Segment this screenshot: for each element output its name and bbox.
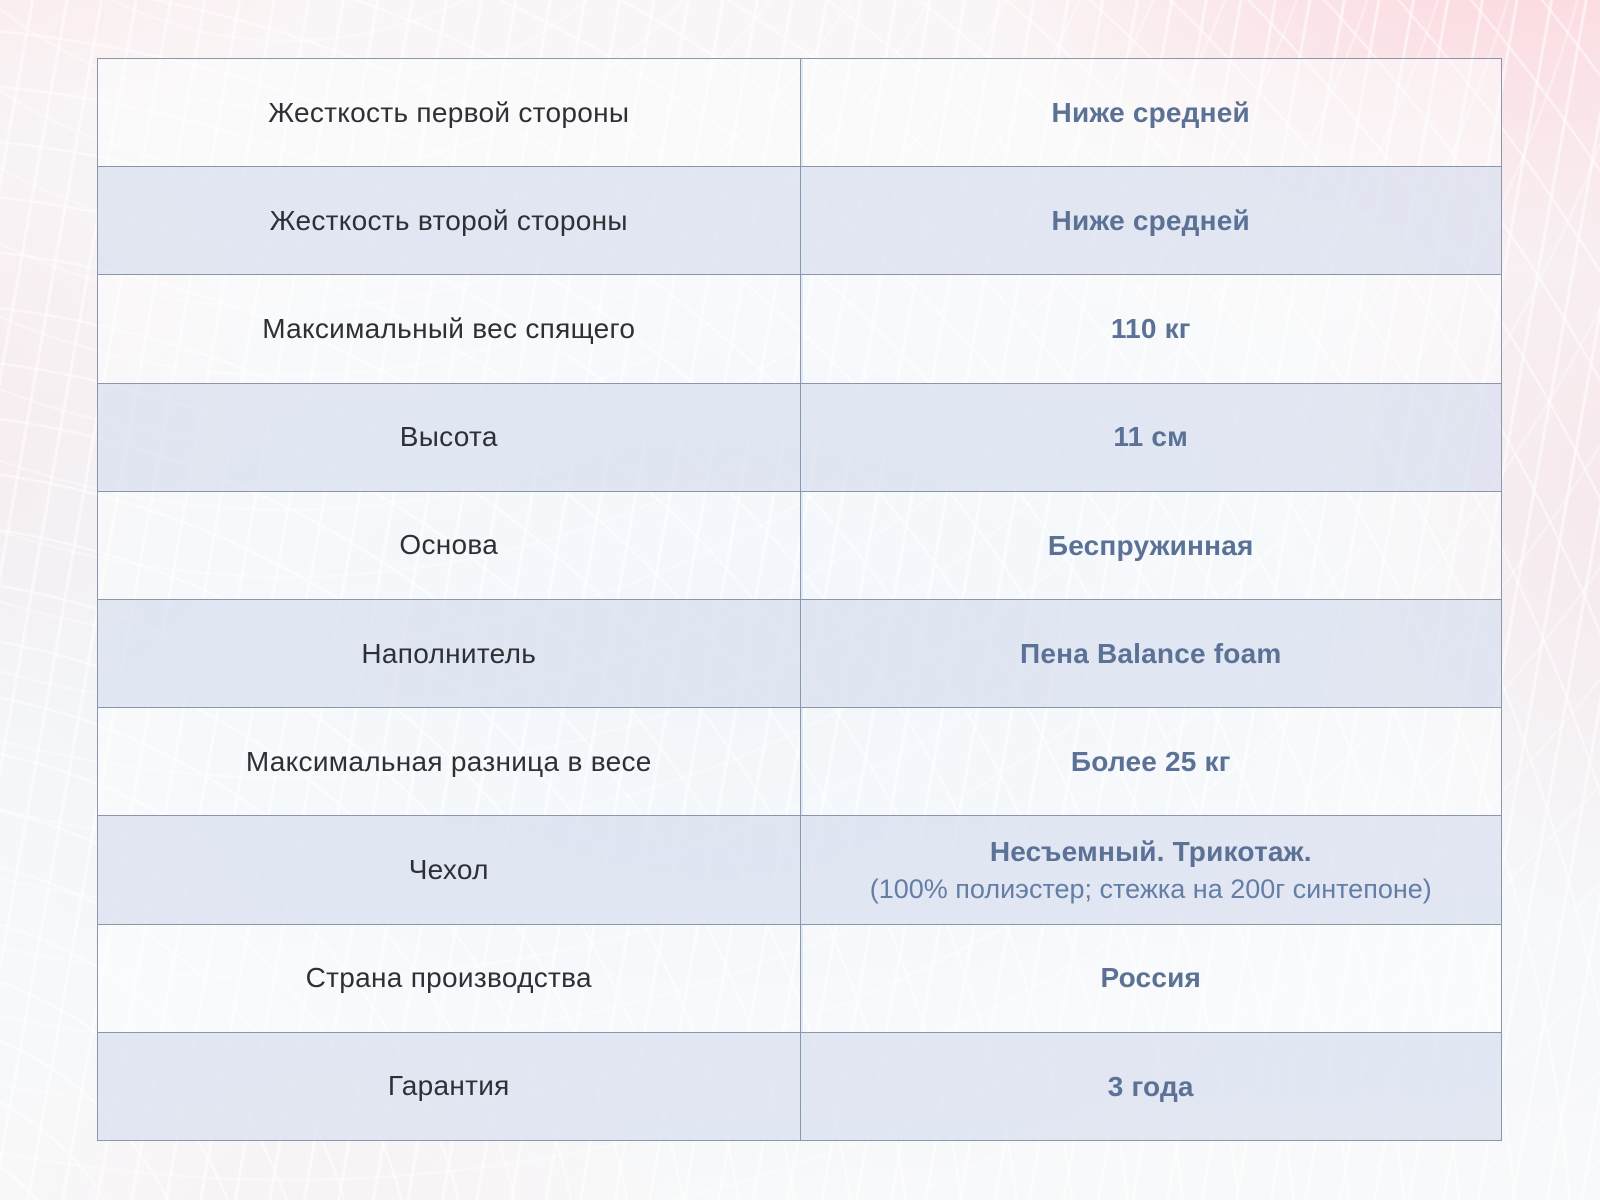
- spec-label-cell: Чехол: [98, 816, 800, 923]
- spec-value: 11 см: [1113, 421, 1189, 453]
- spec-value: Беспружинная: [1047, 529, 1254, 561]
- spec-value: Россия: [1100, 962, 1202, 994]
- spec-value: 3 года: [1107, 1070, 1194, 1102]
- spec-value: Ниже средней: [1051, 204, 1250, 236]
- spec-label: Чехол: [408, 854, 489, 886]
- spec-label-cell: Максимальный вес спящего: [98, 275, 800, 382]
- spec-label: Высота: [399, 421, 498, 453]
- table-row: Страна производства Россия: [98, 923, 1502, 1032]
- spec-value-cell: Более 25 кг: [799, 708, 1502, 816]
- table-row: Максимальная разница в весе Более 25 кг: [98, 707, 1502, 816]
- spec-value-cell: Беспружинная: [799, 491, 1502, 600]
- spec-value: 110 кг: [1110, 313, 1191, 345]
- spec-label: Основа: [399, 529, 499, 561]
- spec-label-cell: Жесткость первой стороны: [98, 59, 800, 166]
- spec-value-note: (100% полиэстер; стежка на 200г синтепон…: [869, 874, 1432, 905]
- spec-label-cell: Максимальная разница в весе: [98, 708, 800, 815]
- spec-label-cell: Наполнитель: [98, 600, 800, 707]
- spec-label: Максимальная разница в весе: [245, 745, 652, 777]
- spec-value-cell: Ниже средней: [799, 59, 1502, 167]
- spec-value-cell: 11 см: [799, 383, 1502, 491]
- spec-value-cell: Ниже средней: [799, 167, 1502, 275]
- spec-value-cell: Пена Balance foam: [799, 600, 1502, 708]
- table-row: Жесткость второй стороны Ниже средней: [98, 166, 1502, 275]
- spec-value-cell: 110 кг: [799, 275, 1502, 383]
- specifications-table: Жесткость первой стороны Ниже средней Же…: [97, 58, 1502, 1141]
- spec-value-cell: Несъемный. Трикотаж. (100% полиэстер; ст…: [799, 816, 1502, 924]
- spec-label: Жесткость первой стороны: [268, 96, 630, 128]
- spec-label: Жесткость второй стороны: [269, 204, 628, 236]
- spec-label-cell: Гарантия: [98, 1033, 800, 1140]
- spec-label: Наполнитель: [361, 637, 537, 669]
- table-row: Жесткость первой стороны Ниже средней: [98, 59, 1502, 167]
- table-row: Максимальный вес спящего 110 кг: [98, 274, 1502, 383]
- spec-value: Несъемный. Трикотаж.: [989, 835, 1312, 867]
- spec-value: Более 25 кг: [1070, 745, 1231, 777]
- table-row: Чехол Несъемный. Трикотаж. (100% полиэст…: [98, 815, 1502, 924]
- spec-value: Пена Balance foam: [1020, 637, 1282, 669]
- spec-label-cell: Жесткость второй стороны: [98, 167, 800, 274]
- spec-value-cell: 3 года: [799, 1032, 1502, 1141]
- spec-label-cell: Основа: [98, 492, 800, 599]
- spec-label: Максимальный вес спящего: [262, 313, 636, 344]
- spec-label: Страна производства: [305, 962, 592, 994]
- table-row: Высота 11 см: [98, 382, 1502, 491]
- table-row: Основа Беспружинная: [98, 490, 1502, 600]
- spec-label: Гарантия: [387, 1070, 510, 1102]
- spec-label-cell: Страна производства: [98, 925, 800, 1032]
- table-row: Гарантия 3 года: [98, 1031, 1502, 1141]
- table-row: Наполнитель Пена Balance foam: [98, 599, 1502, 708]
- spec-label-cell: Высота: [98, 384, 800, 491]
- spec-value: Ниже средней: [1051, 96, 1250, 128]
- spec-value-cell: Россия: [799, 924, 1502, 1032]
